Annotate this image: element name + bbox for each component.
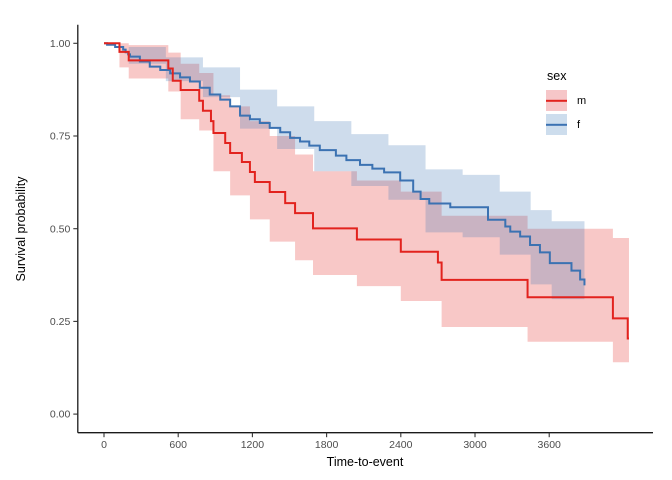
y-tick-label: 0.00 [50,409,71,421]
y-tick-label: 0.75 [50,131,71,143]
x-tick-label: 0 [101,439,107,451]
legend-label-m: m [577,94,587,107]
x-tick-label: 3600 [538,439,562,451]
x-tick-label: 1800 [315,439,339,451]
legend-label-f: f [577,118,581,131]
x-tick-label: 600 [169,439,187,451]
confidence-band-m [104,43,629,383]
y-axis-title: Survival probability [14,176,28,282]
legend: sex m f [546,69,586,138]
survival-curve-m [104,42,629,340]
survival-curve-f [104,42,586,286]
x-axis-title: Time-to-event [326,455,404,469]
y-tick-label: 1.00 [50,38,71,50]
legend-line-m-icon [546,99,567,102]
x-tick-label: 1200 [241,439,265,451]
legend-swatch-m [546,90,567,111]
x-tick-label: 3000 [463,439,487,451]
y-tick-label: 0.25 [50,316,71,328]
legend-item-m: m [546,90,586,111]
confidence-band-f [104,43,585,314]
y-tick-label: 0.50 [50,223,71,235]
legend-title: sex [547,69,567,83]
legend-swatch-f [546,114,567,135]
x-tick-label: 2400 [389,439,413,451]
legend-item-f: f [546,114,586,135]
legend-line-f-icon [546,123,567,126]
